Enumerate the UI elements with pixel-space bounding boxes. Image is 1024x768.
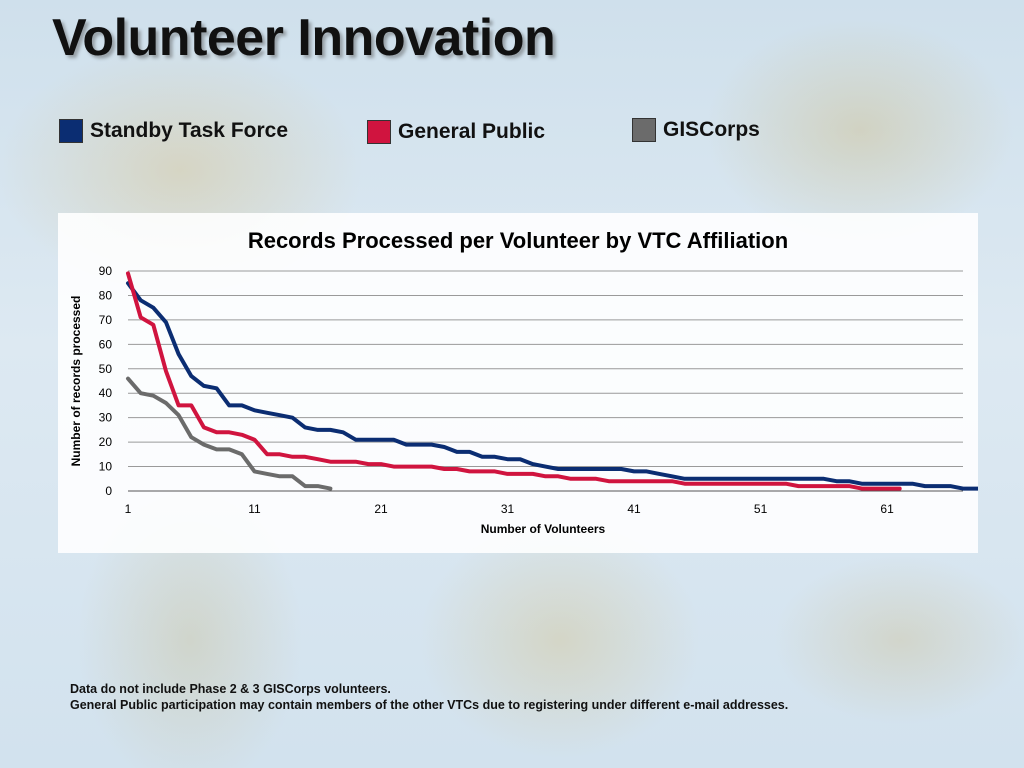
legend-item-standby-task-force: Standby Task Force	[59, 119, 288, 143]
legend-label-giscorps: GISCorps	[663, 118, 760, 141]
y-axis-title: Number of records processed	[69, 296, 83, 467]
y-tick-label: 60	[99, 337, 113, 351]
y-tick-label: 0	[105, 484, 112, 498]
legend-swatch-giscorps	[632, 118, 656, 142]
x-tick-label: 61	[880, 502, 894, 516]
chart-panel: Records Processed per Volunteer by VTC A…	[58, 213, 978, 553]
legend-label-standby-task-force: Standby Task Force	[90, 119, 289, 142]
y-tick-label: 90	[99, 264, 113, 278]
x-tick-label: 21	[374, 502, 388, 516]
y-tick-label: 50	[99, 362, 113, 376]
series-line-standby-task-force	[126, 281, 978, 491]
y-tick-label: 70	[99, 313, 113, 327]
line-chart: Records Processed per Volunteer by VTC A…	[69, 228, 978, 536]
x-tick-label: 11	[248, 502, 261, 516]
x-tick-label: 41	[627, 502, 641, 516]
chart-title: Records Processed per Volunteer by VTC A…	[248, 228, 788, 253]
x-tick-label: 31	[501, 502, 515, 516]
legend-label-general-public: General Public	[398, 120, 546, 143]
slide-title: Volunteer Innovation	[52, 9, 556, 67]
legend-swatch-general-public	[367, 120, 391, 144]
legend-swatch-standby-task-force	[59, 119, 83, 143]
y-tick-label: 80	[99, 288, 113, 302]
series-line-general-public	[126, 271, 902, 491]
y-tick-label: 40	[99, 386, 113, 400]
x-axis-title: Number of Volunteers	[481, 522, 606, 536]
y-tick-label: 10	[99, 460, 113, 474]
footnote-giscorps: Data do not include Phase 2 & 3 GISCorps…	[70, 682, 391, 696]
y-tick-label: 30	[99, 411, 113, 425]
legend-item-giscorps: GISCorps	[632, 118, 760, 142]
x-tick-label: 51	[754, 502, 768, 516]
y-tick-label: 20	[99, 435, 113, 449]
x-tick-label: 1	[125, 502, 132, 516]
footnote-general-public: General Public participation may contain…	[70, 698, 789, 712]
legend-item-general-public: General Public	[367, 120, 545, 144]
series-line-giscorps	[126, 376, 333, 491]
